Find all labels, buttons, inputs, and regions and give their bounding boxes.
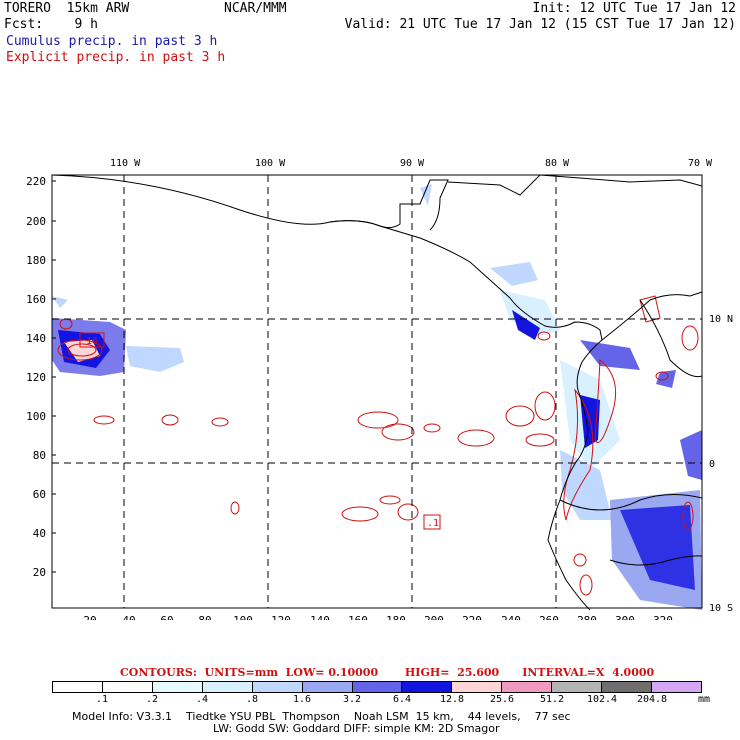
colorbar-swatch <box>652 682 701 692</box>
x-tick-label: 220 <box>462 614 482 620</box>
precip-map: 110 W 100 W 90 W 80 W 70 W 10 N 0 10 S <box>26 158 733 620</box>
center-name: NCAR/MMM <box>224 1 287 16</box>
cumulus-precip-areas <box>52 184 702 610</box>
valid-time: Valid: 21 UTC Tue 17 Jan 12 (15 CST Tue … <box>344 17 736 32</box>
lat-label: 10 N <box>709 314 733 325</box>
colorbar-swatch <box>352 682 403 692</box>
lon-label: 100 W <box>255 158 286 169</box>
colorbar-unit: mm <box>698 694 711 705</box>
colorbar-swatch <box>53 682 103 692</box>
max-label: .1 <box>427 518 439 529</box>
explicit-legend: Explicit precip. in past 3 h <box>6 50 226 65</box>
y-tick-label: 40 <box>33 527 46 540</box>
lon-label: 110 W <box>110 158 141 169</box>
y-tick-label: 100 <box>26 410 46 423</box>
coastlines <box>51 174 703 611</box>
colorbar-tick-label: .8 <box>245 694 259 705</box>
colorbar-tick-label: .2 <box>145 694 159 705</box>
x-tick-label: 140 <box>310 614 330 620</box>
colorbar-ticks: .1 .2 .4 .8 1.6 3.2 6.4 12.8 25.6 51.2 102.4 204.8 <box>52 694 702 706</box>
x-tick-label: 60 <box>160 614 173 620</box>
x-axis-labels: 20 40 60 80 100 120 140 160 180 200 220 … <box>83 614 673 620</box>
contour-caption: CONTOURS: UNITS=mm LOW= 0.10000 HIGH= 25… <box>120 666 655 679</box>
max-value-markers: 16 .1 <box>79 332 441 530</box>
y-tick-label: 120 <box>26 371 46 384</box>
colorbar-tick-label: 51.2 <box>539 694 565 705</box>
x-tick-label: 280 <box>577 614 597 620</box>
colorbar-swatch <box>152 682 203 692</box>
colorbar-tick-label: .4 <box>195 694 209 705</box>
model-title: TORERO 15km ARW <box>4 1 130 16</box>
lat-label: 0 <box>709 459 715 470</box>
init-time: Init: 12 UTC Tue 17 Jan 12 <box>532 1 737 16</box>
lon-label: 80 W <box>545 158 570 169</box>
y-tick-label: 20 <box>33 566 46 579</box>
colorbar-tick-label: 6.4 <box>392 694 412 705</box>
cumulus-legend: Cumulus precip. in past 3 h <box>6 34 218 49</box>
x-tick-label: 200 <box>424 614 444 620</box>
x-tick-label: 260 <box>539 614 559 620</box>
x-tick-label: 120 <box>271 614 291 620</box>
colorbar-tick-label: 25.6 <box>489 694 515 705</box>
x-tick-label: 20 <box>83 614 96 620</box>
x-tick-label: 240 <box>501 614 521 620</box>
y-tick-label: 200 <box>26 215 46 228</box>
model-info: Model Info: V3.3.1 Tiedtke YSU PBL Thomp… <box>72 710 571 723</box>
map-frame <box>51 174 703 609</box>
y-tick-label: 180 <box>26 254 46 267</box>
colorbar-tick-label: 204.8 <box>636 694 668 705</box>
y-tick-label: 220 <box>26 175 46 188</box>
max-label: 16 <box>86 336 98 347</box>
y-axis-labels: 220 200 180 160 140 120 100 80 60 40 20 <box>26 175 46 579</box>
x-tick-label: 320 <box>653 614 673 620</box>
y-tick-label: 140 <box>26 332 46 345</box>
forecast-hour: Fcst: 9 h <box>4 17 98 32</box>
y-axis <box>52 180 56 573</box>
x-tick-label: 300 <box>615 614 635 620</box>
explicit-precip-contours <box>57 295 699 596</box>
colorbar-swatch <box>402 682 453 692</box>
lon-label: 90 W <box>400 158 425 169</box>
x-tick-label: 40 <box>122 614 135 620</box>
grid-lines <box>52 175 702 608</box>
colorbar-swatch <box>452 682 503 692</box>
colorbar-tick-label: 1.6 <box>292 694 312 705</box>
colorbar-tick-label: 102.4 <box>586 694 618 705</box>
colorbar-tick-label: 12.8 <box>439 694 465 705</box>
x-tick-label: 180 <box>386 614 406 620</box>
x-tick-label: 100 <box>233 614 253 620</box>
colorbar-swatch <box>552 682 603 692</box>
latitude-labels: 10 N 0 10 S <box>709 314 733 614</box>
y-tick-label: 160 <box>26 293 46 306</box>
y-tick-label: 60 <box>33 488 46 501</box>
colorbar-tick-label: 3.2 <box>342 694 362 705</box>
colorbar-swatch <box>102 682 153 692</box>
x-tick-label: 80 <box>198 614 211 620</box>
physics-info: LW: Godd SW: Goddard DIFF: simple KM: 2D… <box>213 722 500 735</box>
lat-label: 10 S <box>709 603 733 614</box>
y-tick-label: 80 <box>33 449 46 462</box>
colorbar-swatch <box>502 682 553 692</box>
colorbar-swatch <box>252 682 303 692</box>
colorbar <box>52 681 702 693</box>
colorbar-swatch <box>302 682 353 692</box>
x-tick-label: 160 <box>348 614 368 620</box>
lon-label: 70 W <box>688 158 713 169</box>
longitude-labels: 110 W 100 W 90 W 80 W 70 W <box>110 158 713 169</box>
colorbar-swatch <box>602 682 653 692</box>
colorbar-tick-label: .1 <box>95 694 109 705</box>
colorbar-swatch <box>202 682 253 692</box>
